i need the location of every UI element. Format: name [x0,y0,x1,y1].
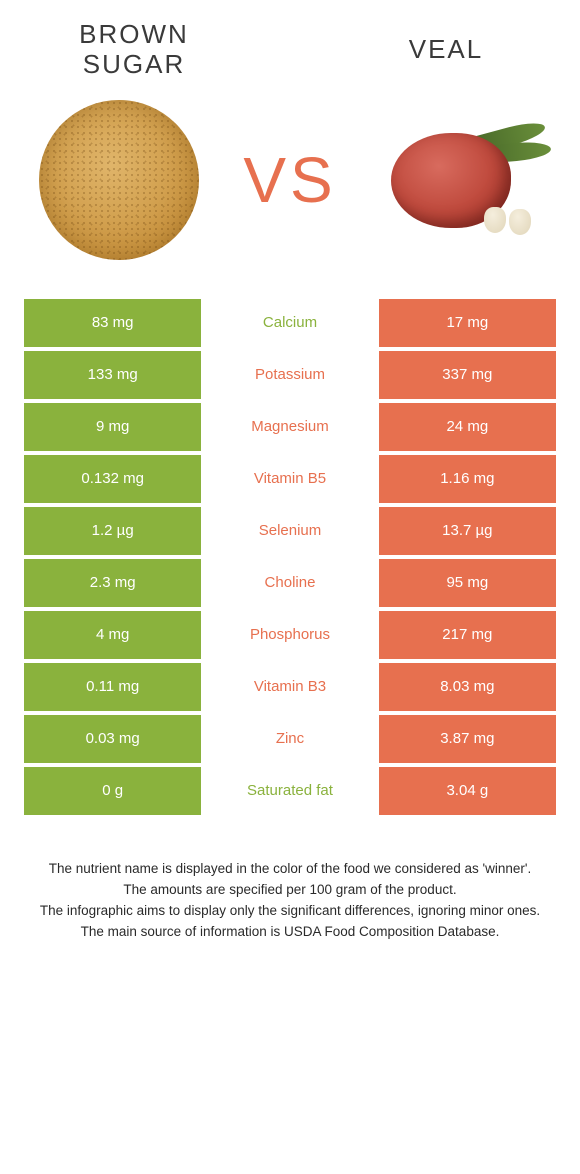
nutrient-name: Magnesium [201,403,378,451]
table-row: 9 mgMagnesium24 mg [24,403,556,451]
table-row: 0.11 mgVitamin B38.03 mg [24,663,556,711]
right-value: 3.87 mg [379,715,556,763]
nutrient-name: Selenium [201,507,378,555]
left-value: 0.11 mg [24,663,201,711]
table-row: 133 mgPotassium337 mg [24,351,556,399]
veal-icon [386,125,536,235]
note-line: The infographic aims to display only the… [30,901,550,922]
table-row: 4 mgPhosphorus217 mg [24,611,556,659]
right-food-image [376,95,546,265]
nutrient-name: Vitamin B5 [201,455,378,503]
header: BROWN SUGAR VEAL [24,20,556,80]
nutrient-name: Zinc [201,715,378,763]
left-value: 0.03 mg [24,715,201,763]
left-value: 9 mg [24,403,201,451]
nutrient-name: Calcium [201,299,378,347]
table-row: 0 gSaturated fat3.04 g [24,767,556,815]
brown-sugar-icon [39,100,199,260]
right-value: 13.7 µg [379,507,556,555]
nutrient-name: Potassium [201,351,378,399]
note-line: The amounts are specified per 100 gram o… [30,880,550,901]
left-value: 2.3 mg [24,559,201,607]
nutrient-name: Phosphorus [201,611,378,659]
right-value: 95 mg [379,559,556,607]
comparison-table: 83 mgCalcium17 mg133 mgPotassium337 mg9 … [24,295,556,819]
right-value: 3.04 g [379,767,556,815]
note-line: The nutrient name is displayed in the co… [30,859,550,880]
left-food-image [34,95,204,265]
notes: The nutrient name is displayed in the co… [24,859,556,943]
left-value: 0.132 mg [24,455,201,503]
right-value: 17 mg [379,299,556,347]
nutrient-name: Saturated fat [201,767,378,815]
nutrient-name: Vitamin B3 [201,663,378,711]
images-row: VS [24,95,556,265]
vs-label: VS [243,143,336,217]
left-value: 83 mg [24,299,201,347]
left-value: 4 mg [24,611,201,659]
left-value: 0 g [24,767,201,815]
left-food-title: BROWN SUGAR [34,20,234,80]
right-food-title: VEAL [346,35,546,65]
table-row: 2.3 mgCholine95 mg [24,559,556,607]
table-row: 1.2 µgSelenium13.7 µg [24,507,556,555]
right-value: 24 mg [379,403,556,451]
table-row: 0.03 mgZinc3.87 mg [24,715,556,763]
right-value: 337 mg [379,351,556,399]
right-value: 8.03 mg [379,663,556,711]
note-line: The main source of information is USDA F… [30,922,550,943]
nutrient-name: Choline [201,559,378,607]
left-value: 133 mg [24,351,201,399]
right-value: 217 mg [379,611,556,659]
table-row: 83 mgCalcium17 mg [24,299,556,347]
table-row: 0.132 mgVitamin B51.16 mg [24,455,556,503]
right-value: 1.16 mg [379,455,556,503]
left-value: 1.2 µg [24,507,201,555]
